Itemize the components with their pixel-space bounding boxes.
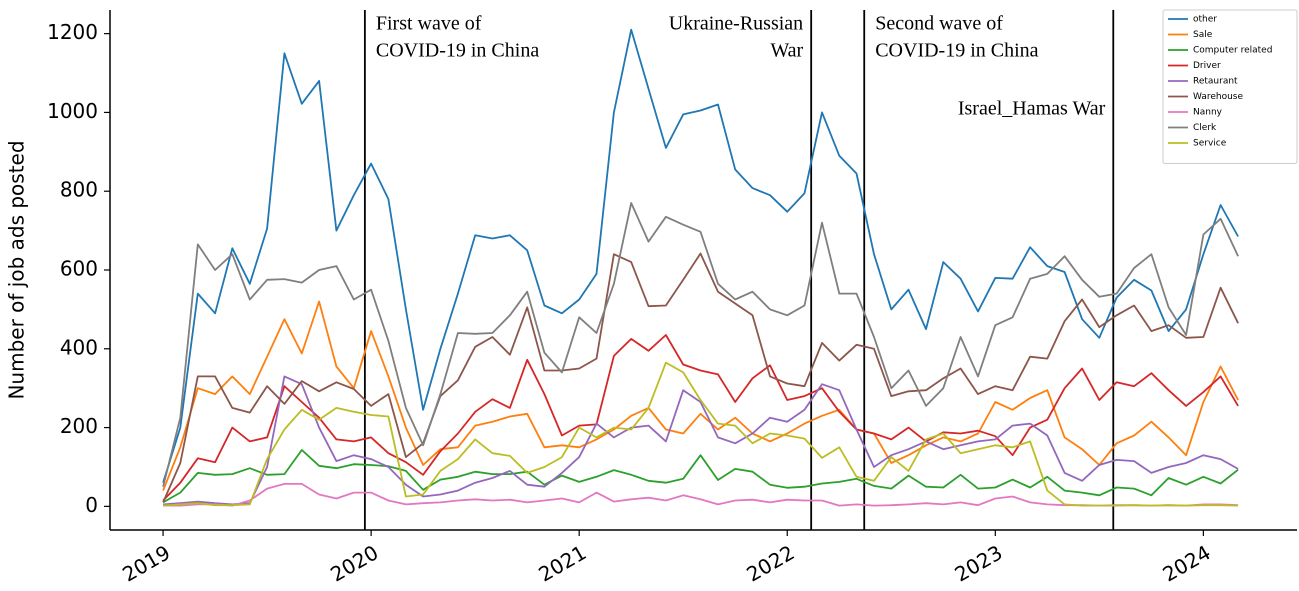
annotation: COVID-19 in China (875, 40, 1038, 62)
series-line (162, 449, 1239, 504)
legend-label: Clerk (1193, 123, 1217, 133)
y-tick-label: 400 (60, 335, 98, 359)
legend-label: Sale (1193, 30, 1213, 40)
y-axis-label: Number of job ads posted (5, 140, 29, 399)
x-tick-label: 2020 (326, 540, 382, 586)
legend-label: Nanny (1193, 108, 1223, 118)
series-line (163, 375, 1239, 506)
y-tick-label: 600 (60, 257, 98, 281)
legend-label: Driver (1193, 61, 1221, 71)
legend-label: Computer related (1193, 46, 1272, 56)
series-line (162, 300, 1239, 491)
y-tick-label: 1200 (47, 20, 98, 44)
x-tick-label: 2023 (950, 540, 1006, 586)
series-line (162, 202, 1239, 487)
series-line (163, 483, 1239, 507)
annotation: Ukraine-Russian (669, 13, 803, 35)
annotation: Israel_Hamas War (958, 98, 1106, 120)
legend-label: Warehouse (1193, 92, 1243, 102)
y-tick-label: 1000 (47, 99, 98, 123)
legend-label: other (1193, 15, 1217, 25)
y-tick-label: 200 (60, 414, 98, 438)
x-tick-label: 2019 (118, 540, 174, 586)
annotation: War (770, 40, 803, 62)
y-tick-label: 0 (85, 493, 98, 517)
annotation: Second wave of (875, 13, 1003, 35)
x-tick-label: 2024 (1159, 540, 1215, 586)
series-line (162, 334, 1239, 502)
legend-box (1162, 9, 1298, 164)
annotation: First wave of (376, 13, 482, 35)
annotation: COVID-19 in China (376, 40, 539, 62)
series-line (162, 252, 1239, 503)
x-tick-label: 2022 (742, 540, 798, 586)
series-line (163, 361, 1239, 507)
legend-label: Service (1193, 139, 1227, 149)
y-tick-label: 800 (60, 178, 98, 202)
x-tick-label: 2021 (534, 540, 590, 586)
series-line (162, 28, 1239, 483)
legend-label: Retaurant (1193, 77, 1238, 87)
